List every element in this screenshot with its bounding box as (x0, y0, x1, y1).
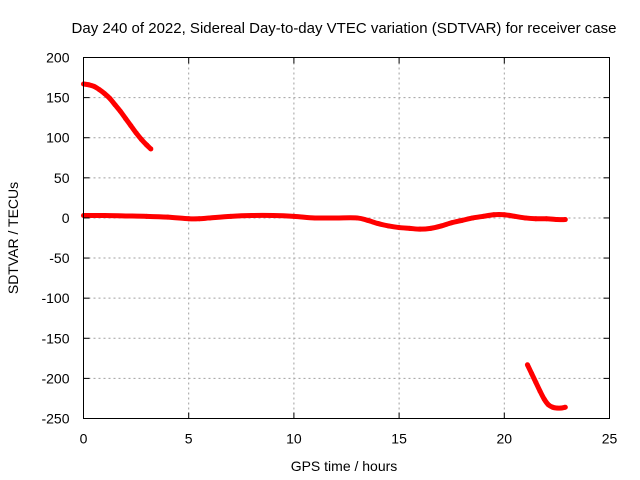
data-point (449, 220, 455, 226)
data-point (133, 130, 139, 136)
data-point (102, 91, 108, 97)
data-point (165, 214, 171, 220)
data-point (428, 225, 434, 231)
y-tick-label: -200 (41, 370, 69, 386)
data-point (148, 146, 154, 152)
data-point (312, 215, 318, 221)
x-tick-label: 25 (602, 431, 618, 447)
series-group (81, 81, 568, 411)
data-point (96, 87, 102, 93)
data-point (554, 217, 560, 223)
data-point (550, 404, 556, 410)
data-point (524, 362, 530, 368)
data-point (537, 388, 543, 394)
data-point (562, 217, 568, 223)
plot-frame (83, 57, 610, 419)
data-point (541, 396, 547, 402)
data-point (112, 102, 118, 108)
data-point (543, 216, 549, 222)
data-point (207, 215, 213, 221)
x-tick-label: 10 (286, 431, 302, 447)
x-tick-label: 5 (185, 431, 193, 447)
data-point (407, 225, 413, 231)
data-point (123, 115, 129, 121)
data-point (522, 215, 528, 221)
data-point (554, 405, 560, 411)
data-point (144, 213, 150, 219)
data-point (249, 213, 255, 219)
x-tick-label: 15 (391, 431, 407, 447)
data-point (396, 225, 402, 231)
y-tick-label: -250 (41, 411, 69, 427)
data-point (186, 216, 192, 222)
y-axis-label: SDTVAR / TECUs (5, 182, 21, 294)
y-tick-label: 150 (46, 90, 70, 106)
data-point (138, 136, 144, 142)
data-point (228, 213, 234, 219)
data-point (562, 404, 568, 410)
data-point (91, 83, 97, 89)
data-point (123, 213, 129, 219)
data-point (558, 405, 564, 411)
data-point (529, 371, 535, 377)
y-tick-label: 0 (62, 210, 70, 226)
chart-title: Day 240 of 2022, Sidereal Day-to-day VTE… (72, 20, 617, 37)
data-point (480, 213, 486, 219)
data-point (512, 213, 518, 219)
data-point (417, 226, 423, 232)
data-point (470, 215, 476, 221)
y-tick-label: 100 (46, 130, 70, 146)
data-point (117, 108, 123, 114)
x-tick-label: 0 (80, 431, 88, 447)
data-point (545, 402, 551, 408)
data-point (459, 217, 465, 223)
data-point (270, 213, 276, 219)
data-point (365, 217, 371, 223)
y-tick-label: 50 (54, 170, 70, 186)
data-point (375, 221, 381, 227)
y-tick-label: -50 (49, 250, 69, 266)
data-point (333, 215, 339, 221)
data-point (144, 142, 150, 148)
gridlines (83, 57, 610, 419)
data-point (501, 212, 507, 218)
data-point (533, 379, 539, 385)
data-point (196, 216, 202, 222)
data-point (386, 223, 392, 229)
x-axis-label: GPS time / hours (291, 458, 398, 474)
y-tick-label: -100 (41, 290, 69, 306)
data-point (102, 213, 108, 219)
data-point (291, 213, 297, 219)
x-tick-label: 20 (497, 431, 513, 447)
data-point (533, 216, 539, 222)
y-tick-label: 200 (46, 50, 70, 66)
axis-ticks (83, 57, 610, 419)
data-point (354, 215, 360, 221)
data-point (128, 123, 134, 129)
axis-tick-labels: 0 5 10 15 20 25 200 150 100 50 0 -50 -100 -150 -200 -25… (41, 50, 617, 447)
data-point (107, 95, 113, 101)
data-point (86, 82, 92, 88)
data-point (491, 212, 497, 218)
y-tick-label: -150 (41, 330, 69, 346)
data-point (438, 223, 444, 229)
